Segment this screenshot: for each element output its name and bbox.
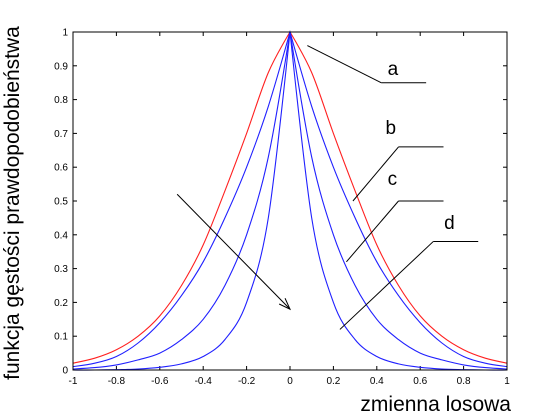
- y-tick-label: 0.2: [54, 298, 68, 309]
- x-tick-label: -1: [69, 376, 78, 387]
- y-tick-label: 0: [62, 366, 68, 377]
- y-tick-label: 0.6: [54, 163, 68, 174]
- trend-arrow-head: [278, 298, 292, 311]
- y-tick-label: 0.4: [54, 230, 68, 241]
- x-tick-label: -0.8: [108, 376, 126, 387]
- x-tick-label: -0.2: [238, 376, 256, 387]
- x-tick-label: -0.6: [151, 376, 169, 387]
- y-tick-label: 0.5: [54, 197, 68, 208]
- annotation-label-a: a: [388, 59, 399, 80]
- ticks-layer: -1 -0.8 -0.6 -0.4 -0.2 0 0.2 0.4 0.6 0.8 1 0 0.1 0.2 0…: [54, 28, 510, 388]
- annotation-leader-c: [346, 200, 399, 263]
- annotation-label-d: d: [444, 213, 455, 234]
- annotations-layer: a b c d: [176, 45, 479, 330]
- x-tick-label: 0.6: [413, 376, 427, 387]
- x-tick-label: 1: [504, 376, 510, 387]
- x-tick-label: -0.4: [195, 376, 213, 387]
- annotation-label-c: c: [388, 169, 398, 190]
- y-tick-label: 0.9: [54, 61, 68, 72]
- x-tick-label: 0.4: [370, 376, 384, 387]
- annotation-label-b: b: [385, 118, 396, 139]
- x-axis-label: zmienna losowa: [360, 393, 511, 416]
- y-axis-label: funkcja gęstości prawdopodobieństwa: [1, 26, 24, 380]
- x-tick-label: 0.2: [326, 376, 340, 387]
- trend-arrow: [176, 193, 291, 310]
- y-tick-label: 0.8: [54, 95, 68, 106]
- y-tick-label: 0.7: [54, 129, 68, 140]
- annotation-leader-b: [352, 146, 399, 202]
- x-tick-label: 0.8: [457, 376, 471, 387]
- plot-frame: [72, 31, 508, 371]
- x-tick-label: 0: [287, 376, 293, 387]
- annotation-leader-a: [307, 45, 382, 84]
- annotation-leader-d: [339, 241, 434, 330]
- y-tick-label: 1: [62, 28, 68, 39]
- y-tick-label: 0.1: [54, 332, 68, 343]
- y-tick-label: 0.3: [54, 264, 68, 275]
